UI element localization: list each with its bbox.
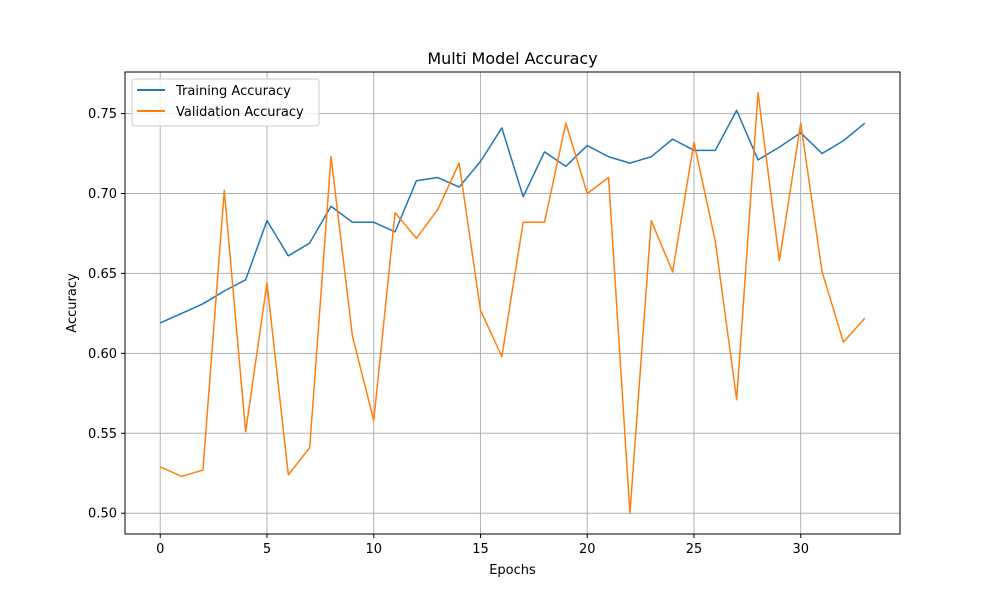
chart-title: Multi Model Accuracy — [427, 49, 597, 68]
x-tick-label: 5 — [263, 542, 271, 557]
y-tick-label: 0.60 — [88, 347, 117, 362]
legend-box — [131, 78, 320, 127]
y-tick-label: 0.55 — [88, 427, 117, 442]
x-tick-label: 15 — [472, 542, 489, 557]
y-tick-label: 0.75 — [88, 107, 117, 122]
legend: Training Accuracy Validation Accuracy — [131, 78, 320, 127]
ticks: 0 5 10 15 20 25 30 0.50 0.55 0.60 0.65 0.70 0.75 — [88, 107, 809, 557]
series-lines — [159, 92, 866, 514]
x-tick-label: 25 — [686, 542, 703, 557]
x-tick-label: 10 — [365, 542, 382, 557]
x-axis-label: Epochs — [489, 563, 536, 578]
plot-frame — [124, 71, 901, 535]
y-tick-label: 0.65 — [88, 267, 117, 282]
x-tick-label: 0 — [156, 542, 164, 557]
y-tick-label: 0.70 — [88, 187, 117, 202]
y-tick-label: 0.50 — [88, 507, 117, 522]
validation-accuracy-line — [159, 92, 866, 514]
x-tick-label: 20 — [579, 542, 596, 557]
grid — [125, 72, 900, 534]
y-axis-label: Accuracy — [65, 273, 80, 333]
x-tick-label: 30 — [792, 542, 809, 557]
legend-label-validation: Validation Accuracy — [176, 105, 304, 120]
legend-label-training: Training Accuracy — [175, 84, 291, 99]
training-accuracy-line — [159, 109, 866, 324]
